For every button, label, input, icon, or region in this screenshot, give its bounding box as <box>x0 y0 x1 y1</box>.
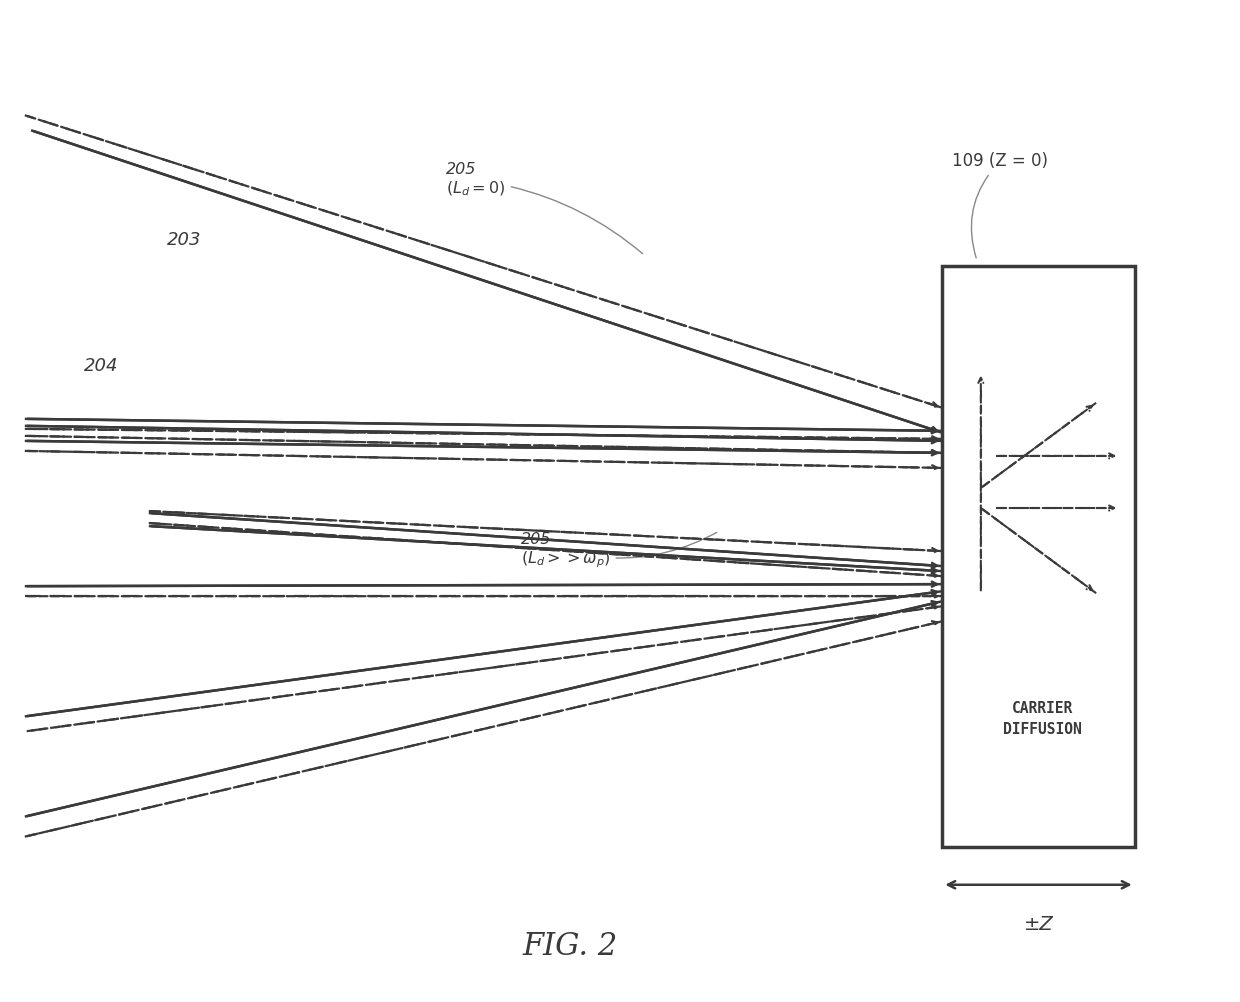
Text: 205
$(L_d >> \omega_p)$: 205 $(L_d >> \omega_p)$ <box>521 532 717 570</box>
Text: 109 (Z = 0): 109 (Z = 0) <box>952 152 1048 258</box>
Text: 204: 204 <box>84 357 119 375</box>
Text: 205
$(L_d = 0)$: 205 $(L_d = 0)$ <box>446 162 642 254</box>
Text: FIG. 2: FIG. 2 <box>523 931 618 962</box>
Bar <box>942 266 1135 847</box>
Text: CARRIER
DIFFUSION: CARRIER DIFFUSION <box>1003 700 1081 736</box>
Text: ±Z: ±Z <box>1024 915 1053 934</box>
Text: 203: 203 <box>167 231 202 249</box>
